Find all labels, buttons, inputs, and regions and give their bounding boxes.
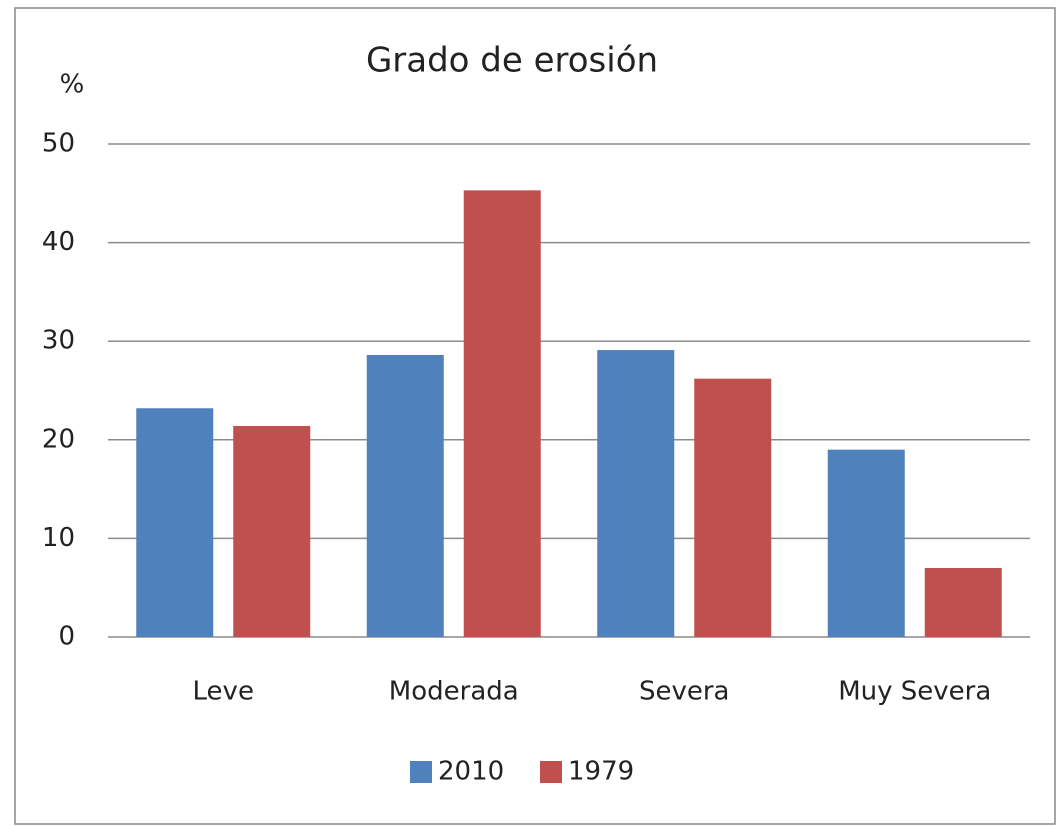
y-tick-label: 50 — [42, 129, 75, 159]
bar — [233, 425, 311, 637]
x-tick-label: Severa — [639, 677, 730, 707]
y-tick-label: 20 — [42, 424, 75, 454]
bar — [366, 355, 444, 637]
legend-label: 2010 — [438, 757, 504, 787]
bar — [694, 378, 772, 637]
legend-label: 1979 — [568, 757, 634, 787]
bar — [827, 449, 905, 637]
x-tick-label: Moderada — [389, 677, 519, 707]
bar — [463, 190, 541, 638]
y-tick-label: 10 — [42, 523, 75, 553]
legend-swatch — [540, 761, 562, 783]
bar — [136, 408, 214, 637]
y-axis-label: % — [60, 70, 85, 100]
x-tick-label: Muy Severa — [838, 677, 991, 707]
y-tick-label: 0 — [58, 622, 75, 652]
chart-title: Grado de erosión — [366, 41, 658, 81]
legend-swatch — [410, 761, 432, 783]
y-tick-label: 40 — [42, 227, 75, 257]
bar — [597, 350, 675, 637]
y-tick-label: 30 — [42, 326, 75, 356]
x-tick-label: Leve — [193, 677, 254, 707]
bar — [924, 567, 1002, 637]
